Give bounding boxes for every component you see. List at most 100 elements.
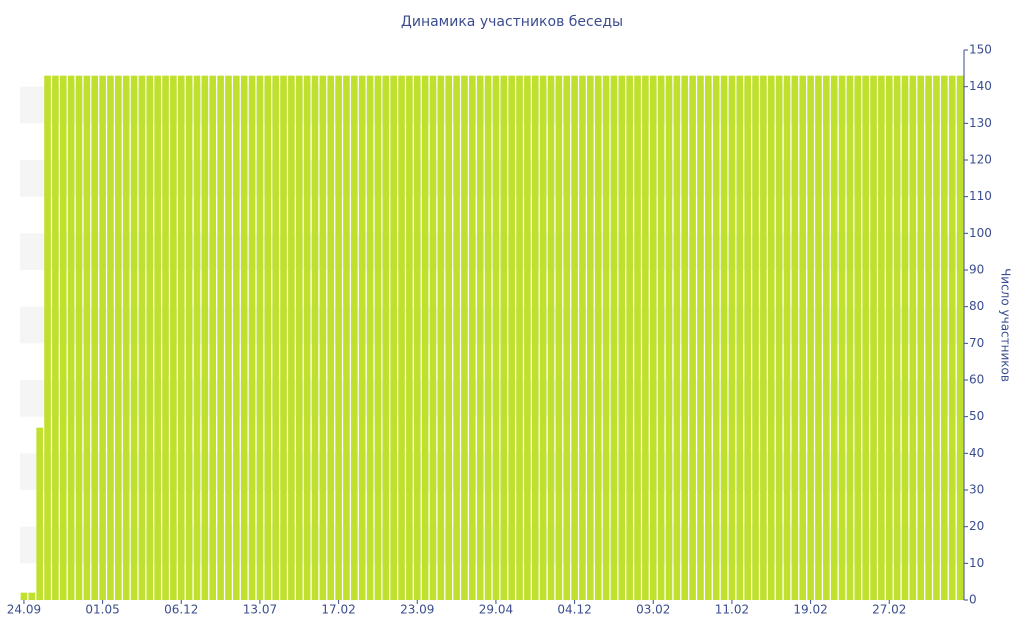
bar bbox=[59, 75, 67, 600]
bar bbox=[154, 75, 161, 600]
bar bbox=[689, 75, 696, 600]
bar bbox=[775, 75, 783, 600]
bar bbox=[697, 75, 704, 600]
bar bbox=[705, 75, 712, 600]
bar bbox=[878, 75, 885, 600]
y-axis-title: Число участников bbox=[999, 268, 1013, 382]
bar bbox=[618, 75, 626, 600]
bar bbox=[933, 75, 940, 600]
x-tick-label: 01.05 bbox=[85, 603, 119, 617]
bar bbox=[115, 75, 122, 600]
bar bbox=[948, 75, 956, 600]
bar bbox=[854, 75, 862, 600]
bar bbox=[642, 75, 649, 600]
bar bbox=[681, 75, 689, 600]
bar bbox=[201, 75, 209, 600]
bar bbox=[264, 75, 272, 600]
bar bbox=[28, 592, 36, 600]
bar bbox=[524, 75, 531, 600]
x-tick-label: 23.09 bbox=[400, 603, 434, 617]
y-tick-label: 130 bbox=[969, 116, 992, 130]
bar bbox=[893, 75, 901, 600]
bar bbox=[319, 75, 327, 600]
y-tick-label: 110 bbox=[969, 189, 992, 203]
bar bbox=[571, 75, 578, 600]
bar bbox=[673, 75, 681, 600]
bar bbox=[343, 75, 350, 600]
y-tick-label: 90 bbox=[969, 263, 984, 277]
bar bbox=[885, 75, 893, 600]
bar bbox=[170, 75, 177, 600]
bar bbox=[634, 75, 641, 600]
bar bbox=[240, 75, 248, 600]
bar bbox=[469, 75, 476, 600]
chart-title: Динамика участников беседы bbox=[401, 14, 623, 30]
bar bbox=[358, 75, 366, 600]
bar bbox=[799, 75, 807, 600]
x-tick-label: 19.02 bbox=[793, 603, 827, 617]
bar bbox=[547, 75, 555, 600]
bar bbox=[830, 75, 838, 600]
bar bbox=[728, 75, 736, 600]
bar bbox=[382, 75, 390, 600]
bar bbox=[67, 75, 75, 600]
bar bbox=[75, 75, 83, 600]
grid-band bbox=[20, 160, 964, 197]
bar bbox=[437, 75, 445, 600]
bar bbox=[20, 592, 28, 600]
bar bbox=[712, 75, 720, 600]
grid-band bbox=[20, 86, 964, 124]
bar bbox=[91, 75, 99, 600]
bar bbox=[823, 75, 830, 600]
bar bbox=[421, 75, 429, 600]
y-tick-label: 70 bbox=[969, 336, 984, 350]
bar bbox=[138, 75, 146, 600]
bar bbox=[429, 75, 437, 600]
bar bbox=[783, 75, 791, 600]
bar bbox=[846, 75, 854, 600]
bar bbox=[83, 75, 91, 600]
bar bbox=[744, 75, 751, 600]
x-tick-label: 04.12 bbox=[557, 603, 591, 617]
bar bbox=[492, 75, 500, 600]
bar bbox=[956, 75, 964, 600]
bar bbox=[311, 75, 319, 600]
bar bbox=[760, 75, 767, 600]
bar bbox=[720, 75, 728, 600]
bar bbox=[587, 75, 594, 600]
bar bbox=[838, 75, 846, 600]
bar bbox=[295, 75, 303, 600]
bar bbox=[99, 75, 106, 600]
grid-band bbox=[20, 380, 964, 417]
x-tick-label: 27.02 bbox=[872, 603, 906, 617]
grid-band bbox=[20, 453, 964, 490]
bar bbox=[752, 75, 759, 600]
x-tick-label: 03.02 bbox=[636, 603, 670, 617]
bar bbox=[862, 75, 869, 600]
bar bbox=[406, 75, 413, 600]
y-tick-label: 40 bbox=[969, 446, 984, 460]
grid-band bbox=[20, 526, 964, 564]
y-tick-label: 0 bbox=[969, 593, 977, 607]
bar bbox=[162, 75, 169, 600]
x-tick-label: 11.02 bbox=[715, 603, 749, 617]
bar bbox=[390, 75, 397, 600]
bar bbox=[665, 75, 673, 600]
bar bbox=[626, 75, 633, 600]
bar bbox=[122, 75, 130, 600]
bar bbox=[366, 75, 374, 600]
bar bbox=[484, 75, 492, 600]
bar bbox=[107, 75, 114, 600]
bar bbox=[815, 75, 822, 600]
x-tick-label: 13.07 bbox=[243, 603, 277, 617]
bar bbox=[256, 75, 264, 600]
bar bbox=[531, 75, 539, 600]
y-tick-label: 140 bbox=[969, 79, 992, 93]
bar bbox=[185, 75, 193, 600]
bar bbox=[791, 75, 799, 600]
bar bbox=[413, 75, 421, 600]
bar bbox=[351, 75, 358, 600]
bar bbox=[901, 75, 909, 600]
bar bbox=[610, 75, 618, 600]
